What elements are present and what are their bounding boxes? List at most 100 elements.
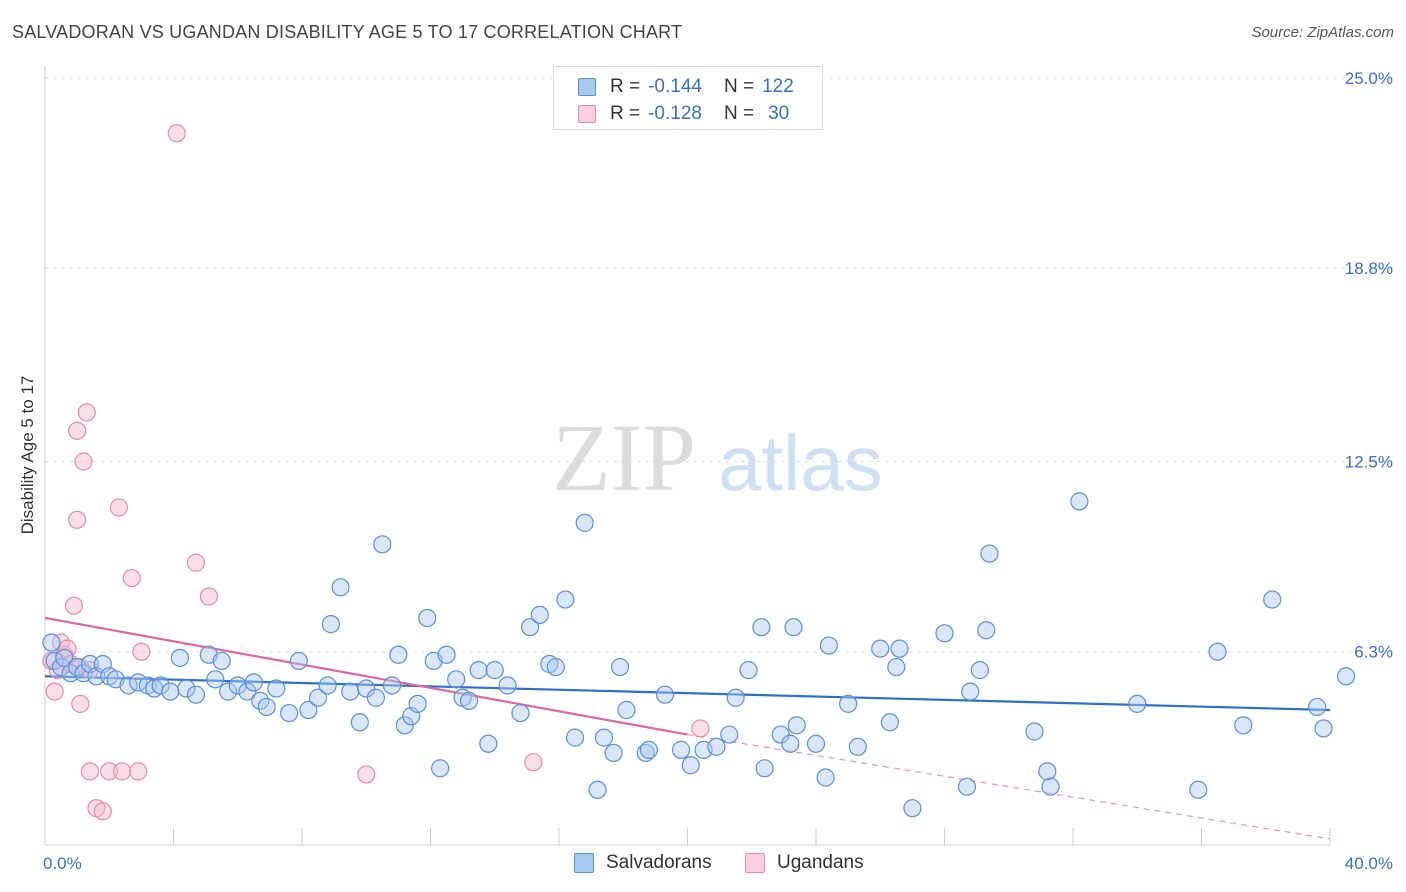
salvadoran-point xyxy=(556,590,575,609)
salvadoran-point xyxy=(726,688,745,707)
legend-item-ugandans[interactable]: Ugandans xyxy=(745,852,864,874)
watermark-zip: ZIP xyxy=(552,404,696,511)
ugandan-point xyxy=(109,498,128,517)
salvadoran-point xyxy=(935,624,954,643)
salvadoran-point xyxy=(980,544,999,563)
y-tick-label: 18.8% xyxy=(1345,259,1393,278)
ugandan-point xyxy=(100,762,119,781)
watermark: ZIP atlas xyxy=(552,404,883,511)
salvadoran-point xyxy=(395,716,414,735)
salvadoran-point xyxy=(871,639,890,658)
salvadoran-point xyxy=(206,670,225,689)
salvadoran-point xyxy=(816,768,835,787)
salvadoran-point xyxy=(511,703,530,723)
salvadoran-point xyxy=(408,694,427,713)
series-legend: Salvadorans Ugandans xyxy=(0,852,1406,878)
salvadoran-point xyxy=(806,734,826,753)
salvadoran-point xyxy=(1314,719,1333,738)
x-tick-label: 0.0% xyxy=(43,854,82,873)
salvadorans-trend-line xyxy=(44,675,1331,712)
salvadoran-point xyxy=(887,657,906,677)
salvadoran-point xyxy=(781,734,800,753)
y-tick-label: 12.5% xyxy=(1345,453,1393,472)
salvadoran-point xyxy=(575,513,594,532)
salvadoran-point xyxy=(681,756,700,775)
ugandan-point xyxy=(129,762,148,781)
salvadoran-point xyxy=(357,679,376,698)
salvadoran-point xyxy=(565,728,585,747)
salvadoran-point xyxy=(485,661,504,680)
trend-lines xyxy=(44,616,1331,840)
salvadoran-point xyxy=(331,578,350,597)
salvadorans-points xyxy=(42,492,1356,818)
salvadoran-point xyxy=(373,535,392,554)
salvadoran-point xyxy=(752,618,771,637)
ugandan-point xyxy=(112,762,132,781)
ugandan-point xyxy=(167,124,186,143)
watermark-atlas: atlas xyxy=(718,419,883,507)
legend-item-label: Ugandans xyxy=(777,852,864,873)
ugandan-point xyxy=(80,762,100,781)
salvadoran-point xyxy=(707,737,726,756)
salvadoran-point xyxy=(219,682,238,701)
y-tick-label: 25.0% xyxy=(1345,69,1393,88)
y-tick-label: 6.3% xyxy=(1354,643,1393,662)
salvadoran-point xyxy=(720,725,739,744)
legend-n-label: N = xyxy=(723,103,755,124)
legend-r-label: R = xyxy=(610,103,641,124)
ugandans-trend-line xyxy=(44,616,688,736)
salvadoran-point xyxy=(1070,492,1089,511)
salvadoran-point xyxy=(957,777,977,796)
chart-title: SALVADORAN VS UGANDAN DISABILITY AGE 5 T… xyxy=(12,22,683,42)
salvadoran-point xyxy=(1234,716,1253,735)
salvadoran-point xyxy=(1189,780,1208,799)
salvadoran-point xyxy=(546,657,565,677)
correlation-legend: R = -0.144 N = 122 R = -0.128 N = 30 xyxy=(553,66,823,130)
salvadoran-point xyxy=(382,676,402,695)
salvadoran-point xyxy=(418,608,437,628)
salvadoran-point xyxy=(594,728,614,747)
salvadoran-point xyxy=(1041,777,1060,796)
salvadoran-point xyxy=(186,685,206,704)
salvadoran-point xyxy=(1025,722,1044,741)
salvadoran-point xyxy=(655,685,675,704)
salvadoran-point xyxy=(280,703,299,723)
salvadoran-point xyxy=(170,648,190,667)
legend-item-label: Salvadorans xyxy=(606,852,712,873)
salvadoran-point xyxy=(431,759,450,778)
salvadoran-point xyxy=(787,716,806,735)
salvadoran-point xyxy=(961,682,980,701)
legend-r-value: -0.128 xyxy=(648,103,702,124)
ugandan-point xyxy=(199,587,218,606)
ugandan-point xyxy=(77,403,96,422)
salvadoran-point xyxy=(238,682,257,701)
salvadoran-point xyxy=(848,737,867,756)
ugandan-point xyxy=(64,596,84,615)
ugandan-point xyxy=(186,553,206,572)
salvadoran-point xyxy=(479,734,498,753)
legend-r-label: R = xyxy=(610,76,641,97)
salvadoran-point xyxy=(890,639,909,658)
ugandans-trend-extension xyxy=(687,733,1331,840)
legend-swatch-blue xyxy=(578,78,596,96)
ugandan-point xyxy=(122,568,141,588)
salvadoran-point xyxy=(671,740,691,759)
legend-item-salvadorans[interactable]: Salvadorans xyxy=(574,852,712,874)
legend-row-salvadorans: R = -0.144 N = 122 xyxy=(578,75,794,99)
salvadoran-point xyxy=(520,618,540,637)
salvadoran-point xyxy=(755,759,774,778)
ugandan-point xyxy=(45,682,64,701)
salvadoran-point xyxy=(389,645,408,664)
salvadoran-point xyxy=(839,694,858,713)
salvadoran-point xyxy=(588,780,607,799)
salvadoran-point xyxy=(350,713,369,732)
salvadoran-point xyxy=(636,743,655,763)
ugandan-point xyxy=(74,452,93,471)
salvadoran-point xyxy=(299,700,318,720)
salvadoran-point xyxy=(880,713,899,732)
ugandan-point xyxy=(357,765,376,784)
salvadoran-point xyxy=(55,648,74,667)
salvadoran-point xyxy=(437,645,456,664)
salvadoran-point xyxy=(784,618,803,637)
ugandan-point xyxy=(93,802,112,821)
